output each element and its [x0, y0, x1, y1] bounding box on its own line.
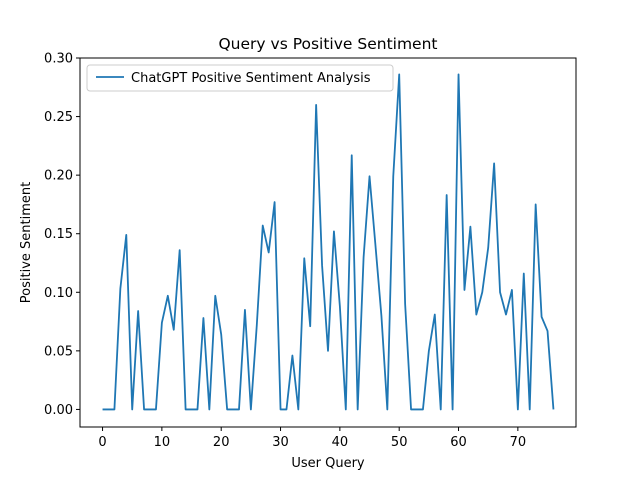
- x-tick-label: 50: [391, 435, 408, 450]
- series-line: [102, 73, 555, 411]
- y-axis: 0.00 0.05 0.10 0.15 0.20 0.25 0.30: [44, 52, 80, 418]
- legend-box: [86, 64, 394, 92]
- x-axis: 0 10 20 30 40 50 60 70: [98, 427, 526, 450]
- plot-area: [80, 58, 576, 427]
- x-tick-label: 30: [272, 435, 289, 450]
- x-tick-label: 40: [332, 435, 349, 450]
- y-axis-label: Positive Sentiment: [19, 182, 34, 303]
- x-tick-label: 10: [154, 435, 171, 450]
- x-axis-label: User Query: [291, 456, 365, 471]
- legend: ChatGPT Positive Sentiment Analysis: [86, 64, 394, 92]
- x-tick-label: 20: [213, 435, 230, 450]
- x-tick-label: 70: [510, 435, 527, 450]
- y-tick-label: 0.00: [44, 403, 73, 418]
- y-tick-label: 0.30: [44, 52, 73, 67]
- y-tick-label: 0.20: [44, 169, 73, 184]
- series-group: [102, 73, 555, 411]
- x-tick-label: 60: [450, 435, 467, 450]
- x-tick-label: 0: [98, 435, 106, 450]
- y-tick-label: 0.25: [44, 110, 73, 125]
- legend-label: ChatGPT Positive Sentiment Analysis: [131, 71, 371, 86]
- y-tick-label: 0.10: [44, 286, 73, 301]
- chart-title: Query vs Positive Sentiment: [218, 35, 437, 53]
- y-tick-label: 0.05: [44, 344, 73, 359]
- plot-frame: [79, 57, 577, 428]
- y-tick-label: 0.15: [44, 227, 73, 242]
